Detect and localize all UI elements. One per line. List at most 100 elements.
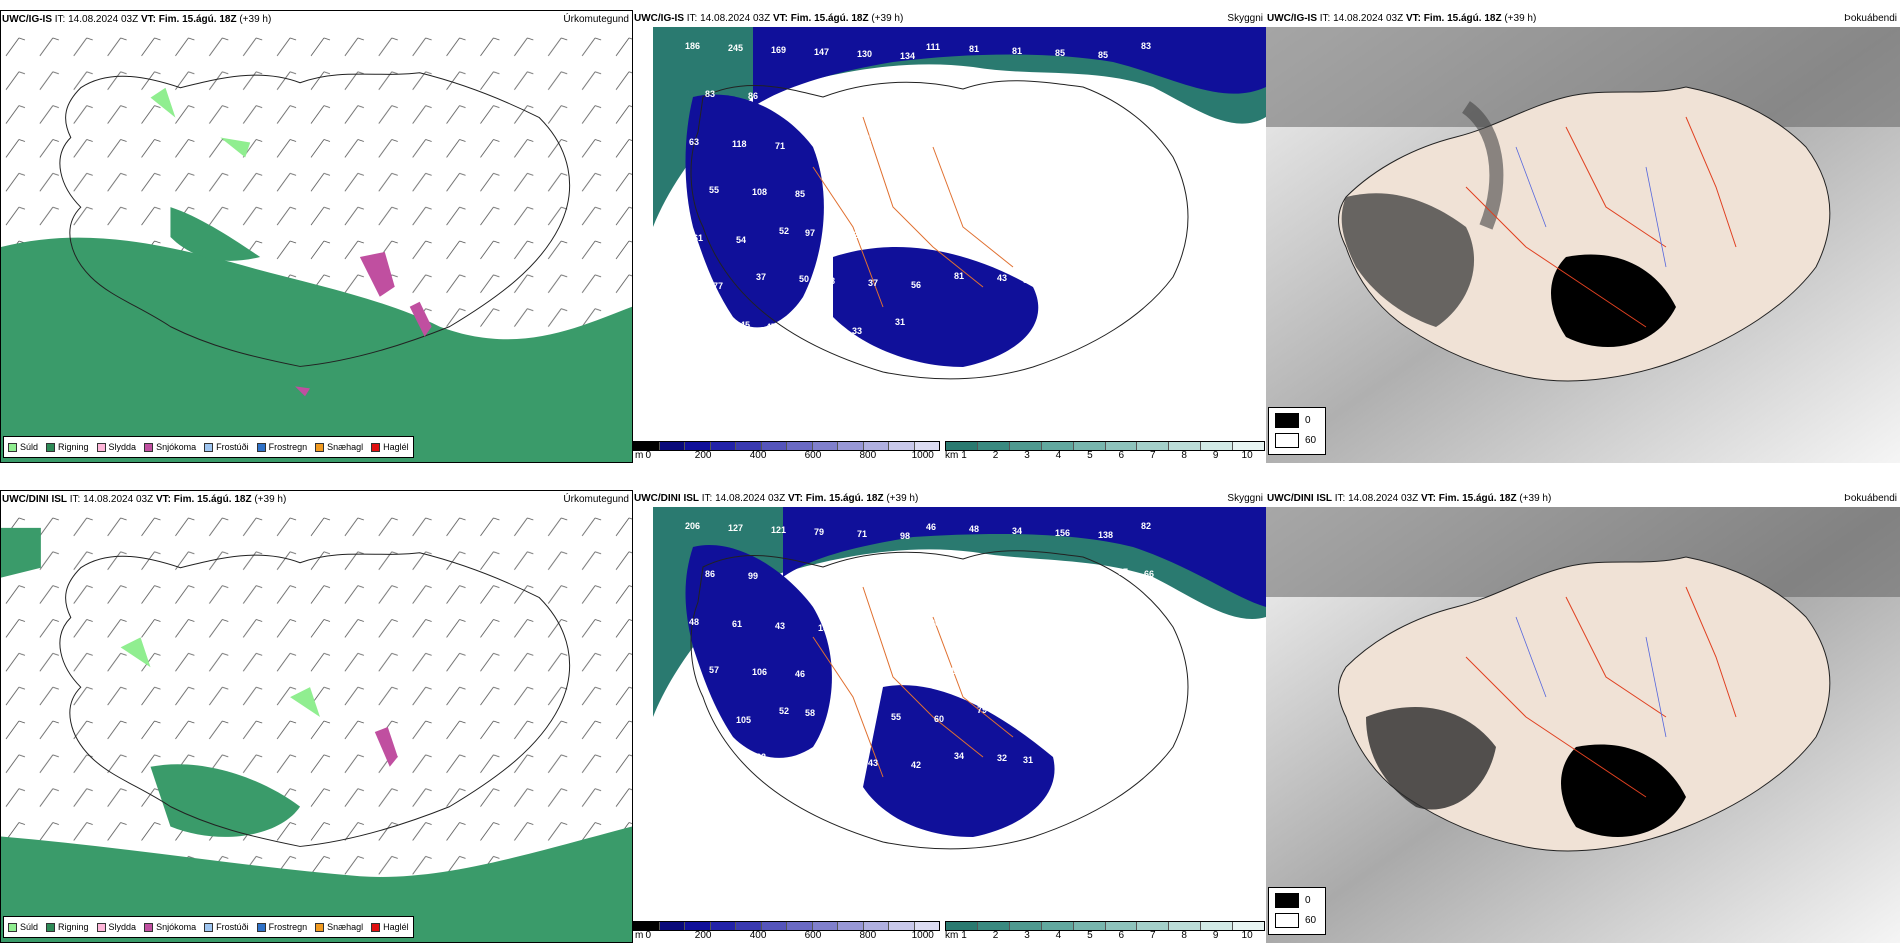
cloud-base-label: 58: [1066, 277, 1076, 287]
cloud-base-label: 38: [1016, 142, 1026, 152]
cloud-base-label: 81: [969, 44, 979, 54]
colorbar-step: [1201, 922, 1234, 930]
valid-time: Fim. 15.ágú. 18Z: [1423, 13, 1502, 24]
fog-legend-item: 60: [1275, 433, 1316, 448]
cloud-map[interactable]: 206 127 121 79 71 98 46 48 34 156 138 82 86 99 94 109 12…: [633, 507, 1266, 917]
init-time: 14.08.2024 03Z: [715, 493, 786, 504]
colorbar-step: [914, 442, 939, 450]
colorbar-tick: 600: [804, 450, 822, 461]
lead-time: (+39 h): [886, 493, 919, 504]
cloud-base-label: 66: [1144, 569, 1154, 579]
colorbar-step: [977, 442, 1010, 450]
cloud-base-label: 52: [1020, 707, 1030, 717]
cloud-base-label: 31: [895, 317, 905, 327]
cloud-base-label: 93: [838, 180, 848, 190]
colorbar-step: [1041, 922, 1074, 930]
cloud-base-label: 71: [857, 529, 867, 539]
panel-header: UWC/DINI ISL IT: 14.08.2024 03Z VT: Fim.…: [633, 490, 1266, 507]
colorbar-step: [710, 442, 736, 450]
cloud-base-label: 79: [977, 705, 987, 715]
cloud-base-label: 53: [1089, 711, 1099, 721]
legend-item: Haglél: [371, 442, 409, 452]
cloud-base-label: 129: [877, 577, 892, 587]
colorbar-tick: 1: [961, 450, 967, 461]
colorbar-step: [659, 442, 685, 450]
precip-map[interactable]: Súld Rigning Slydda Snjókoma Frostúði Fr…: [1, 28, 632, 462]
cloud-base-label: 83: [1036, 179, 1046, 189]
cloud-base-label: 67: [993, 188, 1003, 198]
legend-item: Súld: [8, 442, 38, 452]
panel-header: UWC/IG-IS IT: 14.08.2024 03Z VT: Fim. 15…: [1266, 10, 1900, 27]
colorbar-step: [863, 442, 889, 450]
legend-swatch: [371, 442, 381, 452]
colorbar-tick: 200: [694, 450, 712, 461]
cloud-base-label: 98: [900, 531, 910, 541]
cloud-base-label: 61: [732, 619, 742, 629]
cloud-base-label: 52: [779, 706, 789, 716]
cloud-base-label: 134: [900, 51, 915, 61]
panel-header: UWC/IG-IS IT: 14.08.2024 03Z VT: Fim. 15…: [633, 10, 1266, 27]
cloud-base-label: 77: [713, 281, 723, 291]
colorbar-step: [1233, 442, 1265, 450]
cloud-base-label: 58: [805, 708, 815, 718]
cloud-base-label: 52: [779, 226, 789, 236]
colorbar-tick: 3: [1024, 930, 1030, 941]
cloud-base-label: 61: [693, 233, 703, 243]
cloud-base-label: 51: [861, 134, 871, 144]
init-time: 14.08.2024 03Z: [1333, 13, 1404, 24]
colorbar-tick: 9: [1212, 450, 1219, 461]
cloud-base-label: 43: [997, 273, 1007, 283]
cloud-base-label: 46: [926, 522, 936, 532]
legend-swatch: [256, 442, 266, 452]
iceland-outline: [690, 80, 1189, 380]
fog-map[interactable]: 0 60: [1266, 27, 1900, 463]
cloud-map[interactable]: 186 245 169 147 130 134 111 81 81 85 85 83 83 86 98 109…: [633, 27, 1266, 437]
colorbar-step: [1233, 922, 1265, 930]
colorbar-tick: 5: [1087, 930, 1093, 941]
colorbar-step: [736, 442, 762, 450]
cloud-base-label: 39: [1032, 94, 1042, 104]
legend-swatch: [204, 442, 214, 452]
cloud-base-label: 129: [903, 568, 918, 578]
colorbar-tick: 800: [859, 930, 877, 941]
model-name: UWC/DINI ISL: [1267, 493, 1332, 504]
cloud-base-label: 37: [756, 272, 766, 282]
legend-swatch: [96, 922, 106, 932]
colorbar-tick: 9: [1212, 930, 1219, 941]
fog-map[interactable]: 0 60: [1266, 507, 1900, 943]
cloud-base-label: 72: [903, 88, 913, 98]
colorbar-tick: 0: [645, 930, 652, 941]
legend-item: Snjókoma: [144, 922, 196, 932]
legend-item: Frostúði: [204, 922, 249, 932]
cloud-base-label: 46: [1148, 185, 1158, 195]
precip-panel-dini: UWC/DINI ISL IT: 14.08.2024 03Z VT: Fim.…: [0, 490, 633, 943]
cloud-base-label: 73: [1036, 659, 1046, 669]
model-name: UWC/DINI ISL: [634, 493, 699, 504]
cloud-panel-dini: UWC/DINI ISL IT: 14.08.2024 03Z VT: Fim.…: [633, 490, 1266, 943]
valid-time: Fim. 15.ágú. 18Z: [790, 13, 869, 24]
legend-swatch: [8, 442, 17, 452]
cloud-base-label: 43: [868, 758, 878, 768]
precip-map[interactable]: Súld Rigning Slydda Snjókoma Frostúði Fr…: [1, 508, 632, 942]
legend-item: Snjókoma: [144, 442, 196, 452]
colorbar-step: [685, 922, 711, 930]
cloud-base-label: 105: [736, 715, 751, 725]
cloud-base-label: 60: [934, 714, 944, 724]
colorbar-step: [863, 922, 889, 930]
cloud-base-label: 82: [1141, 521, 1151, 531]
colorbar-step: [838, 442, 864, 450]
cloud-base-label: 186: [685, 41, 700, 51]
cloud-base-label: 48: [907, 184, 917, 194]
cloud-base-label: 206: [685, 521, 700, 531]
cloud-base-label: 156: [1055, 528, 1070, 538]
cloud-base-label: 65: [950, 186, 960, 196]
cloud-base-label: 44: [838, 660, 848, 670]
cloud-base-label: 33: [852, 326, 862, 336]
cloud-base-label: 81: [1012, 46, 1022, 56]
cloud-base-label: 65: [1109, 279, 1119, 289]
legend-item: Rigning: [46, 922, 89, 932]
cloud-base-label: 208: [930, 618, 945, 628]
colorbar-step: [685, 442, 711, 450]
cloud-base-label: 51: [1128, 617, 1138, 627]
colorbar-step: [659, 922, 685, 930]
